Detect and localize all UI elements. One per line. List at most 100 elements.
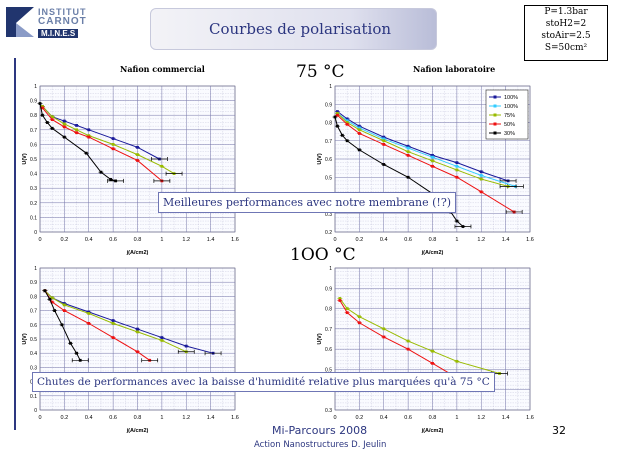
data-point bbox=[111, 143, 115, 146]
data-point bbox=[455, 164, 459, 168]
y-tick-label: 0.5 bbox=[325, 367, 332, 373]
data-point bbox=[53, 309, 57, 312]
x-tick-label: 0.4 bbox=[380, 237, 388, 243]
chart-75c-laboratoire: 0.20.30.40.50.60.70.80.9100.20.40.60.811… bbox=[317, 84, 534, 256]
data-point bbox=[38, 102, 42, 105]
legend-marker bbox=[493, 104, 497, 108]
y-tick-label: 0.9 bbox=[30, 280, 37, 286]
data-point bbox=[357, 128, 361, 132]
data-point bbox=[62, 135, 66, 139]
data-point bbox=[345, 122, 349, 126]
x-tick-label: 0 bbox=[38, 237, 41, 243]
data-point bbox=[43, 289, 47, 293]
x-tick-label: 0.6 bbox=[404, 237, 412, 243]
callout-better-performance: Meilleures performances avec notre membr… bbox=[158, 192, 457, 213]
data-point bbox=[345, 307, 349, 310]
data-point bbox=[336, 113, 339, 117]
data-point bbox=[87, 128, 91, 132]
param-sto-air: stoAir=2.5 bbox=[541, 31, 591, 41]
data-point bbox=[48, 297, 52, 301]
x-tick-label: 1.6 bbox=[526, 237, 534, 243]
y-tick-label: 0.3 bbox=[30, 365, 37, 371]
data-point bbox=[45, 121, 49, 124]
data-point bbox=[136, 327, 139, 331]
series-line bbox=[339, 298, 500, 374]
x-tick-label: 0.8 bbox=[134, 415, 142, 421]
legend-entry: 100% bbox=[504, 104, 518, 110]
subtitle-commercial: Nafion commercial bbox=[120, 64, 205, 74]
data-point bbox=[345, 139, 349, 143]
data-point bbox=[455, 161, 459, 165]
data-point bbox=[336, 124, 339, 128]
data-point bbox=[87, 321, 91, 325]
series-line bbox=[42, 107, 163, 182]
x-tick-label: 0.8 bbox=[134, 237, 142, 243]
data-point bbox=[357, 321, 361, 325]
x-tick-label: 0.2 bbox=[356, 415, 364, 421]
left-accent-bar bbox=[14, 58, 16, 430]
data-point bbox=[87, 312, 91, 315]
data-point bbox=[455, 219, 459, 223]
logo-line2: CARNOT bbox=[38, 16, 87, 27]
data-point bbox=[136, 159, 139, 162]
series-line bbox=[44, 290, 187, 353]
data-point bbox=[431, 361, 434, 365]
param-sto-h2: stoH2=2 bbox=[545, 19, 587, 29]
y-tick-label: 0.4 bbox=[30, 351, 37, 357]
legend-entry: 50% bbox=[504, 122, 515, 128]
data-point bbox=[382, 335, 386, 339]
data-point bbox=[479, 190, 483, 194]
x-tick-label: 0.6 bbox=[109, 415, 117, 421]
y-axis-label: U(V) bbox=[317, 153, 323, 164]
x-tick-label: 0.4 bbox=[380, 415, 388, 421]
data-point bbox=[431, 155, 434, 159]
x-tick-label: 1.6 bbox=[231, 415, 239, 421]
x-tick-label: 1 bbox=[455, 237, 458, 243]
legend-marker bbox=[493, 131, 497, 135]
x-tick-label: 0.6 bbox=[404, 415, 412, 421]
data-point bbox=[357, 315, 361, 319]
legend-marker bbox=[493, 122, 497, 126]
x-tick-label: 0.2 bbox=[356, 237, 364, 243]
x-tick-label: 1.4 bbox=[207, 415, 215, 421]
legend-entry: 75% bbox=[504, 113, 515, 119]
legend-marker bbox=[493, 113, 497, 117]
data-point bbox=[357, 124, 361, 128]
y-tick-label: 0.2 bbox=[325, 230, 332, 236]
x-tick-label: 0 bbox=[333, 237, 336, 243]
data-point bbox=[406, 146, 410, 150]
y-tick-label: 0.8 bbox=[325, 121, 332, 127]
data-point bbox=[111, 319, 115, 322]
data-point bbox=[111, 321, 115, 325]
y-tick-label: 0.7 bbox=[325, 139, 332, 145]
data-point bbox=[431, 159, 434, 163]
data-point bbox=[160, 336, 164, 339]
y-tick-label: 0.9 bbox=[325, 102, 332, 108]
x-tick-label: 0.8 bbox=[429, 415, 437, 421]
data-point bbox=[50, 300, 54, 304]
x-tick-label: 1.4 bbox=[207, 237, 215, 243]
data-point bbox=[60, 323, 64, 327]
data-point bbox=[382, 327, 386, 331]
data-point bbox=[431, 164, 434, 168]
institut-carnot-logo: INSTITUT CARNOT M.I.N.E.S bbox=[6, 5, 124, 41]
data-point bbox=[62, 303, 66, 307]
data-point bbox=[338, 297, 342, 300]
data-point bbox=[62, 309, 66, 312]
x-tick-label: 1.4 bbox=[502, 237, 510, 243]
data-point bbox=[75, 128, 78, 132]
x-tick-label: 1.6 bbox=[231, 237, 239, 243]
x-tick-label: 1.2 bbox=[182, 237, 190, 243]
data-point bbox=[455, 168, 459, 172]
logo-line3: M.I.N.E.S bbox=[38, 29, 79, 38]
data-point bbox=[87, 135, 91, 139]
data-point bbox=[111, 336, 115, 339]
y-tick-label: 0.3 bbox=[325, 408, 332, 414]
data-point bbox=[479, 170, 483, 174]
y-tick-label: 0.1 bbox=[30, 394, 37, 400]
data-point bbox=[160, 339, 164, 342]
data-point bbox=[357, 126, 361, 130]
x-tick-label: 0.2 bbox=[61, 415, 69, 421]
x-tick-label: 0.2 bbox=[61, 237, 69, 243]
legend-entry: 30% bbox=[504, 131, 515, 137]
